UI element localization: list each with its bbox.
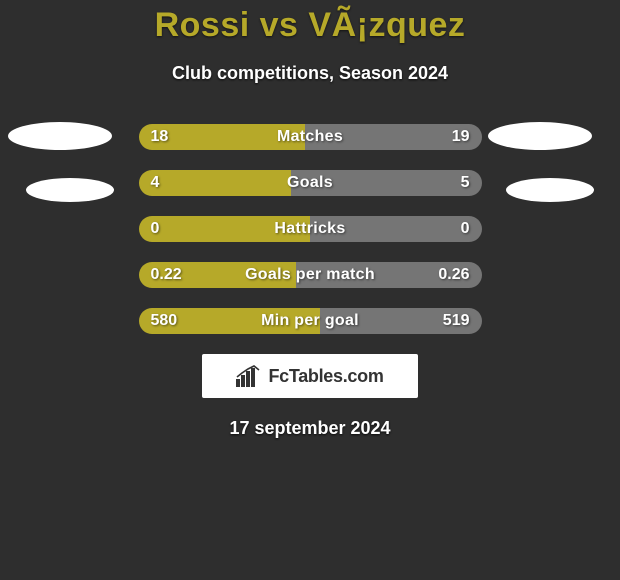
player-ellipse xyxy=(506,178,594,202)
comparison-bars: 1819Matches 45Goals 00Hattricks 0.220.26Goa… xyxy=(139,124,482,334)
stat-row: 580519Min per goal xyxy=(139,308,482,334)
date-label: 17 september 2024 xyxy=(0,418,620,439)
fctables-logo: FcTables.com xyxy=(202,354,418,398)
page-subtitle: Club competitions, Season 2024 xyxy=(0,63,620,84)
stat-row: 1819Matches xyxy=(139,124,482,150)
page-title: Rossi vs VÃ¡zquez xyxy=(0,6,620,45)
logo-text: FcTables.com xyxy=(268,366,383,387)
stat-label: Goals per match xyxy=(139,262,482,288)
stat-row: 45Goals xyxy=(139,170,482,196)
stat-label: Min per goal xyxy=(139,308,482,334)
stat-row: 0.220.26Goals per match xyxy=(139,262,482,288)
stat-label: Goals xyxy=(139,170,482,196)
stat-row: 00Hattricks xyxy=(139,216,482,242)
player-ellipse xyxy=(26,178,114,202)
player-ellipse xyxy=(488,122,592,150)
player-ellipse xyxy=(8,122,112,150)
barchart-icon xyxy=(236,365,262,387)
comparison-infographic: Rossi vs VÃ¡zquez Club competitions, Sea… xyxy=(0,0,620,580)
stat-label: Hattricks xyxy=(139,216,482,242)
stat-label: Matches xyxy=(139,124,482,150)
